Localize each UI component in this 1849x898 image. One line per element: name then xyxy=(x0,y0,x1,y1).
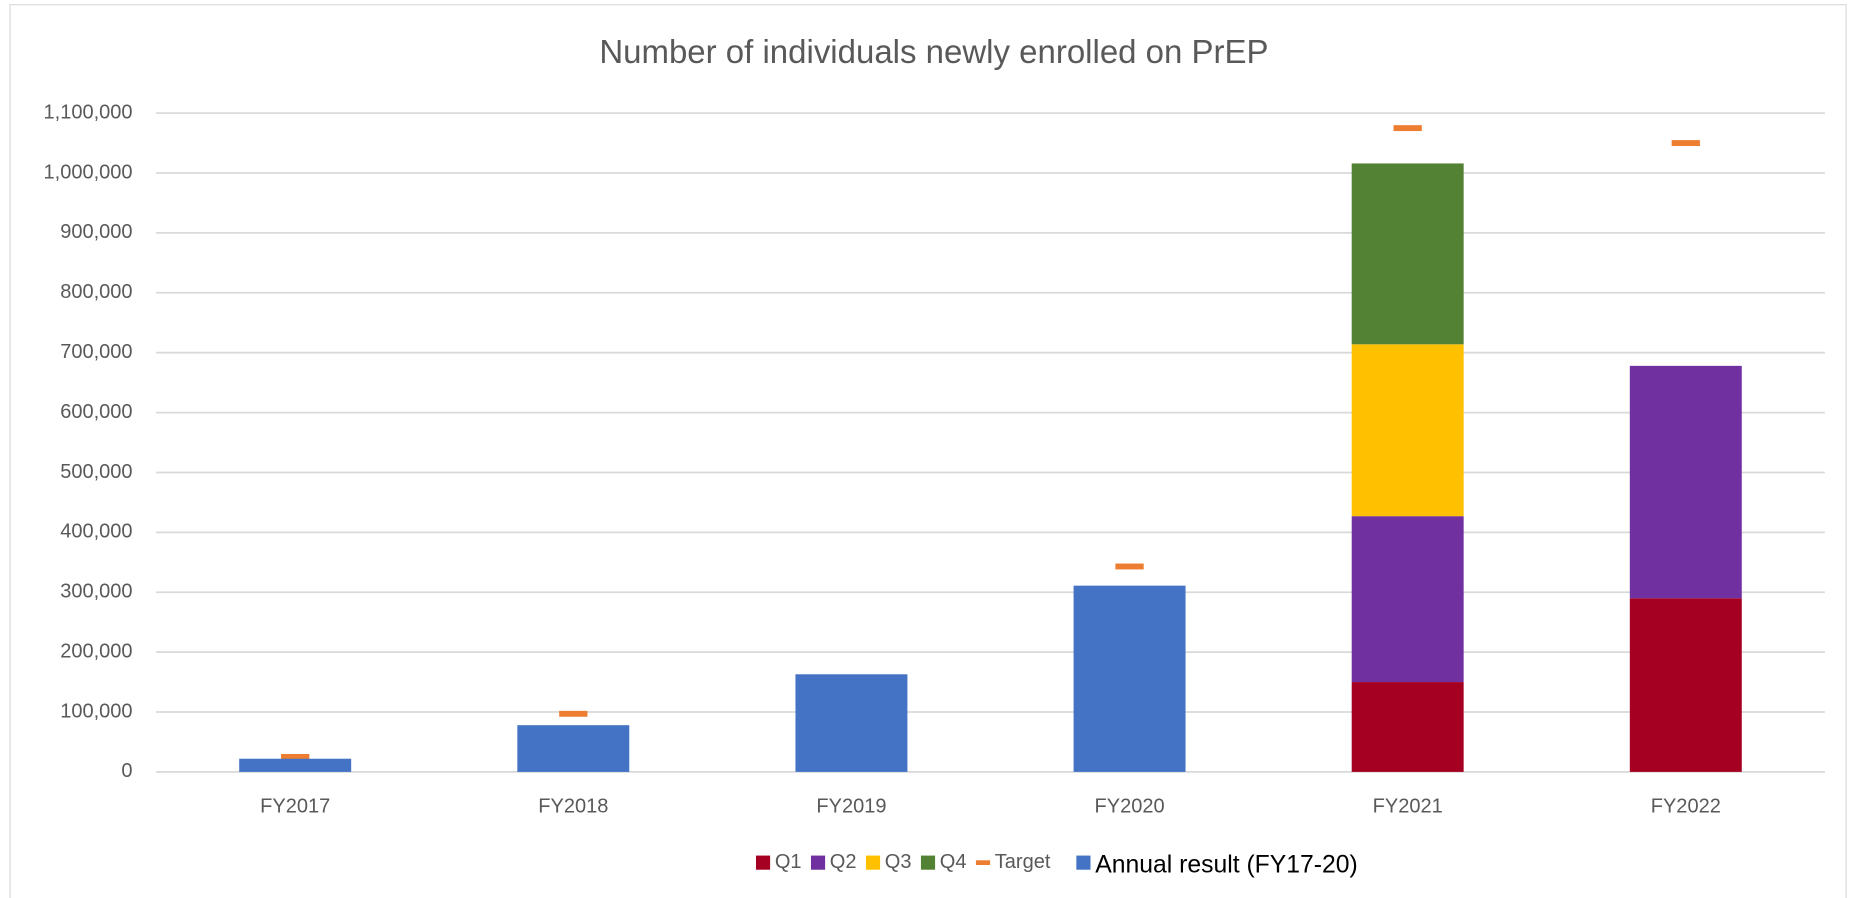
x-tick-label: FY2022 xyxy=(1651,796,1721,818)
target-marker xyxy=(281,753,310,760)
target-marker xyxy=(1115,563,1144,570)
legend-swatch xyxy=(755,855,771,870)
bar-segment xyxy=(1351,516,1464,683)
x-tick-label: FY2021 xyxy=(1373,796,1443,818)
y-tick-label: 500,000 xyxy=(60,461,132,483)
bar-segment xyxy=(239,758,352,772)
bar-segment xyxy=(1351,163,1464,345)
y-tick-label: 1,100,000 xyxy=(44,101,133,123)
y-tick-label: 0 xyxy=(121,760,132,782)
y-tick-label: 100,000 xyxy=(60,700,132,722)
x-tick-label: FY2019 xyxy=(816,796,886,818)
legend-label: Q2 xyxy=(830,851,857,873)
legend-swatch xyxy=(865,855,881,870)
y-tick-label: 400,000 xyxy=(60,521,132,543)
y-tick-label: 1,000,000 xyxy=(44,161,133,183)
y-tick-label: 600,000 xyxy=(60,401,132,423)
chart-title: Number of individuals newly enrolled on … xyxy=(599,33,1268,70)
legend-label: Annual result (FY17-20) xyxy=(1095,852,1358,879)
chart-frame xyxy=(9,4,1847,898)
bar-segment xyxy=(795,674,908,772)
legend-label: Target xyxy=(995,851,1051,873)
y-tick-label: 300,000 xyxy=(60,581,132,603)
bar-segment xyxy=(1351,344,1464,517)
bar-segment xyxy=(1629,598,1742,772)
x-tick-label: FY2020 xyxy=(1095,796,1165,818)
y-tick-label: 800,000 xyxy=(60,281,132,303)
target-marker xyxy=(559,710,588,717)
legend-swatch xyxy=(920,855,936,870)
x-tick-label: FY2018 xyxy=(538,796,608,818)
y-tick-label: 900,000 xyxy=(60,221,132,243)
legend-label: Q4 xyxy=(940,851,967,873)
legend-swatch xyxy=(1076,855,1091,870)
y-tick-label: 200,000 xyxy=(60,640,132,662)
legend-swatch xyxy=(975,860,991,866)
bar-segment xyxy=(517,725,630,772)
y-tick-label: 700,000 xyxy=(60,341,132,363)
bar-segment xyxy=(1073,585,1186,772)
legend-swatch xyxy=(810,855,826,870)
legend-label: Q1 xyxy=(775,851,802,873)
legend-label: Q3 xyxy=(885,851,912,873)
bar-segment xyxy=(1629,365,1742,599)
bar-segment xyxy=(1351,682,1464,772)
target-marker xyxy=(1671,140,1700,147)
target-marker xyxy=(1393,125,1422,132)
x-tick-label: FY2017 xyxy=(260,796,330,818)
